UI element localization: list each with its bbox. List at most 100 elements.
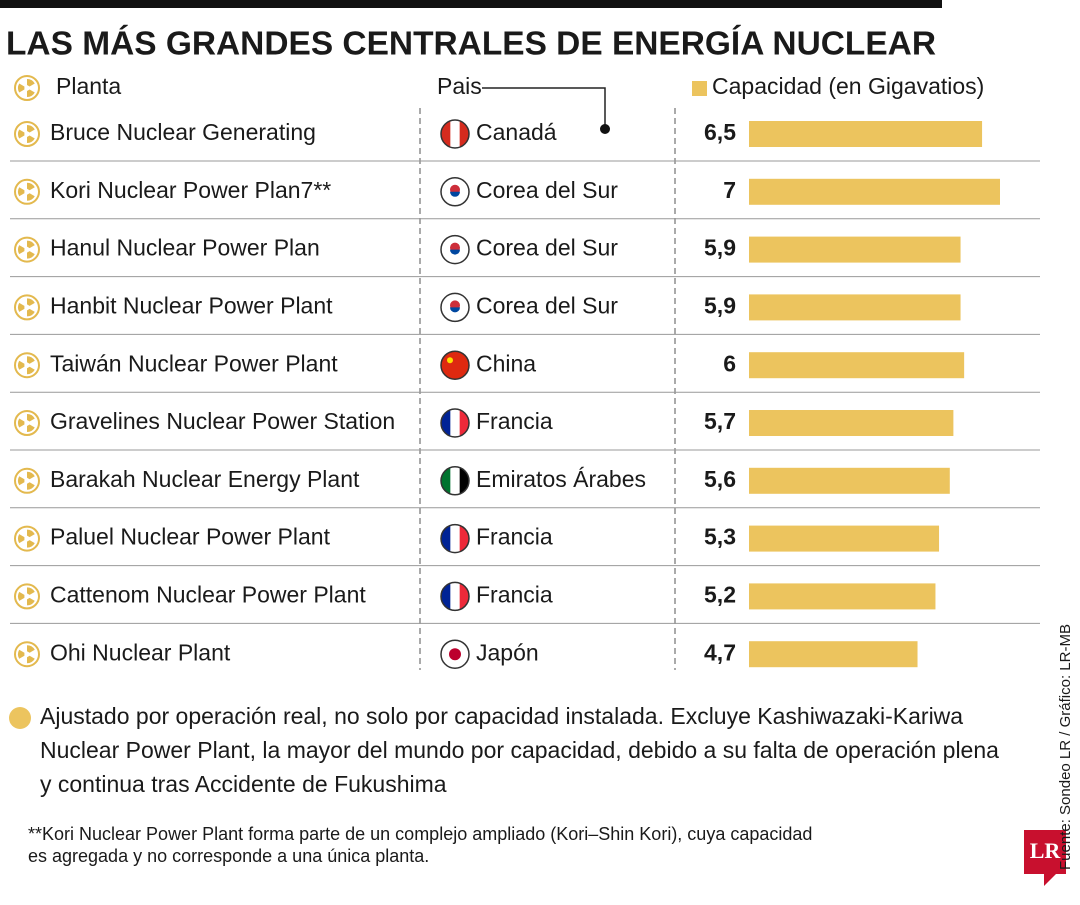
flag-border xyxy=(440,350,470,380)
radiation-blade xyxy=(18,245,25,255)
country: Canadá xyxy=(476,119,557,145)
radiation-blade xyxy=(18,476,25,486)
radiation-blade xyxy=(27,251,35,259)
radiation-icon xyxy=(14,121,40,147)
flag-stripe xyxy=(450,582,461,611)
bar xyxy=(749,583,936,610)
radiation-blade xyxy=(18,360,25,370)
plant-name: Hanbit Nuclear Power Plant xyxy=(50,292,333,318)
radiation-blade xyxy=(27,597,35,606)
flag xyxy=(440,466,470,496)
header-connector xyxy=(482,87,606,128)
chart-title: LAS MÁS GRANDES CENTRALES DE ENERGÍA NUC… xyxy=(6,25,936,62)
plant-name: Barakah Nuclear Energy Plant xyxy=(50,466,360,492)
legend-swatch xyxy=(692,81,707,96)
country: Corea del Sur xyxy=(476,292,618,318)
logo-box xyxy=(1024,830,1066,874)
flag xyxy=(440,639,470,669)
note-line: Nuclear Power Plant, la mayor del mundo … xyxy=(40,737,999,763)
flag-stripe xyxy=(450,524,461,553)
flag xyxy=(440,581,470,612)
flag xyxy=(440,350,470,380)
country: Francia xyxy=(476,524,553,550)
radiation-blade xyxy=(18,418,25,428)
value-label: 5,2 xyxy=(704,581,736,607)
plant-name: Ohi Nuclear Plant xyxy=(50,639,231,665)
flag-stripe xyxy=(450,120,461,148)
footnote-line: **Kori Nuclear Power Plant forma parte d… xyxy=(28,824,812,844)
radiation-blade xyxy=(27,587,35,595)
country: Emiratos Árabes xyxy=(476,466,646,492)
bar xyxy=(749,352,965,379)
flag-border xyxy=(440,523,470,554)
radiation-blade xyxy=(18,649,25,659)
value-label: 5,9 xyxy=(704,235,736,261)
bar xyxy=(749,641,918,668)
source: Fuente: Sondeo LR / Gráfico: LR-MB xyxy=(1057,624,1074,870)
radiation-icon xyxy=(14,467,40,494)
plant-name: Taiwán Nuclear Power Plant xyxy=(50,350,338,376)
value-label: 6,5 xyxy=(704,119,736,145)
radiation-icon xyxy=(14,236,40,263)
radiation-blade xyxy=(27,655,35,664)
value-label: 7 xyxy=(723,177,736,203)
radiation-blade xyxy=(27,298,35,306)
radiation-blade xyxy=(18,129,25,139)
flag-stripe xyxy=(459,120,469,148)
radiation-blade xyxy=(18,187,25,197)
radiation-blade xyxy=(27,366,35,375)
flag xyxy=(440,292,470,323)
bar xyxy=(749,121,983,147)
logo-tail xyxy=(1044,874,1056,886)
bar xyxy=(749,178,1000,205)
flag-border xyxy=(440,581,470,612)
top-bar xyxy=(0,0,942,8)
flag-stripe xyxy=(459,524,469,553)
note-line: Ajustado por operación real, no solo por… xyxy=(40,703,963,729)
flag-bottom xyxy=(450,307,460,313)
flag-border xyxy=(440,234,470,265)
flag-stripe xyxy=(441,351,469,380)
flag-border xyxy=(440,466,470,496)
value-label: 4,7 xyxy=(704,639,736,665)
note-line: y continua tras Accidente de Fukushima xyxy=(40,771,447,797)
radiation-blade xyxy=(18,591,25,601)
value-label: 5,6 xyxy=(704,466,736,492)
flag-border xyxy=(440,119,470,149)
country: Japón xyxy=(476,639,539,665)
radiation-blade xyxy=(27,308,35,317)
flag-stripe xyxy=(459,409,469,437)
radiation-blade xyxy=(27,540,35,548)
radiation-blade xyxy=(27,125,35,133)
radiation-icon xyxy=(14,583,40,610)
radiation-icon xyxy=(14,294,40,321)
radiation-blade xyxy=(27,356,35,364)
flag xyxy=(440,408,470,438)
value-label: 6 xyxy=(723,350,736,376)
country: Francia xyxy=(476,408,553,434)
flag-stripe xyxy=(450,466,461,495)
logo: LR xyxy=(1030,838,1062,863)
value-label: 5,9 xyxy=(704,292,736,318)
flag-stripe xyxy=(450,409,461,437)
flag-border xyxy=(440,292,470,323)
flag-star xyxy=(447,357,453,364)
radiation-blade xyxy=(27,135,35,143)
bar xyxy=(749,410,954,436)
radiation-icon xyxy=(14,410,40,436)
flag-stripe xyxy=(441,409,451,437)
bar xyxy=(749,294,961,321)
value-label: 5,3 xyxy=(704,524,736,550)
country: Francia xyxy=(476,581,553,607)
flag xyxy=(440,234,470,265)
value-label: 5,7 xyxy=(704,408,736,434)
radiation-blade xyxy=(27,79,35,87)
radiation-blade xyxy=(18,534,25,544)
flag xyxy=(440,523,470,554)
plant-name: Gravelines Nuclear Power Station xyxy=(50,408,395,434)
radiation-blade xyxy=(27,482,35,490)
bar xyxy=(749,236,961,263)
plant-name: Cattenom Nuclear Power Plant xyxy=(50,581,366,607)
radiation-blade xyxy=(18,83,25,93)
